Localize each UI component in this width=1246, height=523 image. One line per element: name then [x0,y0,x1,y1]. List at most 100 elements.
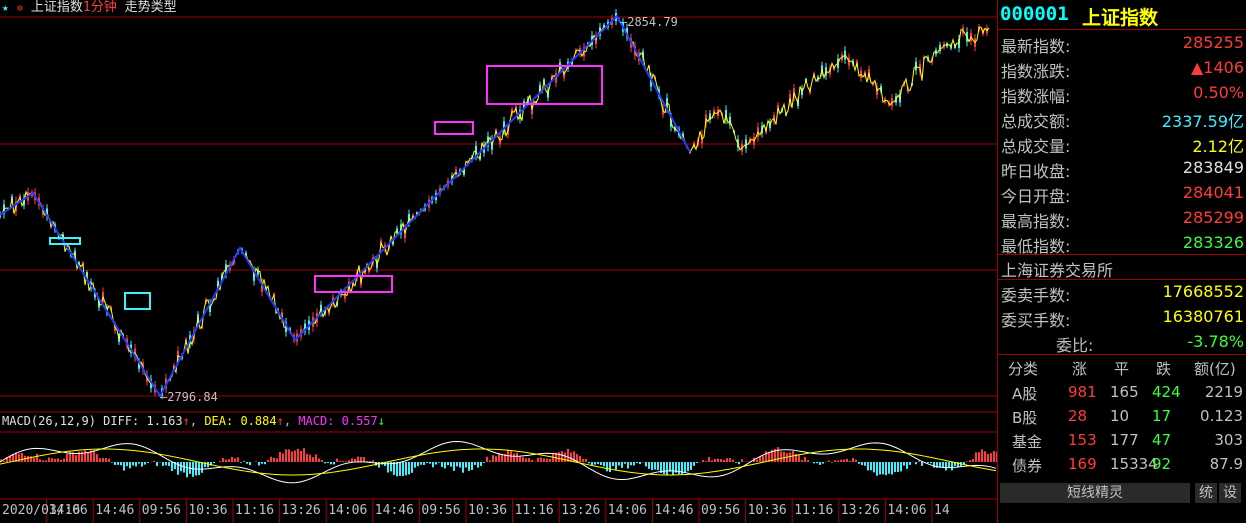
table-header-cell: 跌 [1156,360,1172,378]
macd-bar [351,458,353,462]
time-tick: 09:56 [701,503,741,518]
macd-bar [633,462,635,466]
candlestick-chart[interactable] [0,0,997,523]
macd-bar [174,462,176,470]
mode-label[interactable]: 走势类型 [124,0,177,15]
macd-bar [690,462,692,470]
macd-bar [330,462,332,465]
trend-line [0,14,691,398]
macd-bar [375,462,377,466]
macd-bar [609,462,611,473]
macd-bar [561,451,563,462]
macd-bar [783,451,785,462]
macd-bar [837,460,839,462]
star-icon[interactable]: ★ [2,1,9,14]
macd-bar [426,462,428,464]
macd-bar [138,462,140,464]
macd-bar [630,462,632,466]
macd-bar [660,462,662,473]
macd-bar [969,460,971,462]
stat-label: 最新指数: [1001,37,1071,56]
order-label: 委买手数: [1001,311,1071,330]
period-label[interactable]: 1分钟 [82,0,117,15]
macd-bar [15,452,17,462]
macd-bar [843,459,845,462]
macd-bar [111,462,113,463]
macd-bar [264,462,266,465]
table-row: 债券 169 15334 92 87.9 [998,453,1246,477]
macd-bar [876,462,878,476]
macd-bar [144,462,146,465]
macd-bar [573,451,575,462]
macd-bar [954,462,956,467]
macd-bar [858,462,860,464]
macd-bar [30,456,32,462]
diff-line [0,441,997,484]
macd-bar [147,462,149,463]
macd-bar [420,462,422,465]
macd-bar [357,456,359,462]
macd-bar [735,462,737,463]
table-cell-up: 981 [1068,383,1097,401]
macd-bar [114,462,116,466]
macd-bar [726,458,728,462]
chart-area[interactable]: ★ ✲ 上证指数1分钟 走势类型 —2854.79 —2796.84 MACD(… [0,0,997,523]
macd-bar [849,460,851,462]
quote-panel: 000001 上证指数 最新指数: 285255 指数涨跌: ▲1406 指数涨幅: 0.… [997,0,1246,523]
macd-bar [405,462,407,476]
macd-bar [654,462,656,470]
macd-bar [759,456,761,462]
macd-bar [339,460,341,462]
macd-bar [327,462,329,463]
macd-bar [423,462,425,466]
macd-bar [18,453,20,462]
settings-button[interactable]: 设 [1219,483,1241,503]
macd-down-arrow: ↓ [377,414,385,428]
macd-bar [915,462,917,465]
short-term-wizard-button[interactable]: 短线精灵 [1000,483,1190,503]
macd-bar [81,451,83,462]
macd-bar [210,462,212,466]
macd-bar [717,458,719,462]
stat-row: 最低指数: 283326 [998,231,1246,256]
stat-label: 总成交量: [1001,137,1071,156]
macd-bar [711,460,713,462]
macd-bar [618,462,620,466]
macd-bar [846,458,848,462]
time-tick: 11:16 [514,503,554,518]
macd-bar [447,462,449,466]
stat-value: 285299 [1182,208,1244,227]
macd-bar [288,449,290,462]
macd-bar [153,460,155,462]
gear-icon[interactable]: ✲ [16,1,24,14]
macd-bar [75,455,77,462]
macd-bar [312,457,314,462]
time-tick: 10:36 [468,503,508,518]
stat-label: 最高指数: [1001,212,1071,231]
macd-bar [387,462,389,473]
table-header-cell: 额(亿) [1194,360,1236,378]
macd-bar [582,458,584,462]
macd-bar [468,462,470,471]
stat-label: 今日开盘: [1001,187,1071,206]
time-tick: 14:46 [95,503,135,518]
index-name: 上证指数 [30,0,83,15]
exchange-row: 上海证券交易所 [998,255,1246,280]
macd-bar [87,452,89,462]
macd-bar [522,457,524,462]
macd-bar [336,458,338,462]
macd-bar [861,462,863,466]
macd-legend: MACD(26,12,9) DIFF: 1.163↑, DEA: 0.884↑,… [2,414,385,428]
macd-bar [963,462,965,465]
macd-bar [576,453,578,462]
macd-bar [333,462,335,465]
macd-bar [207,462,209,468]
macd-bar [198,462,200,476]
table-cell-up: 28 [1068,407,1088,425]
macd-bar [132,462,134,466]
stats-button[interactable]: 统 [1195,483,1217,503]
macd-bar [777,447,779,462]
macd-bar [117,462,119,465]
table-row: A股 981 165 424 2219 [998,381,1246,405]
macd-bar [594,462,596,465]
